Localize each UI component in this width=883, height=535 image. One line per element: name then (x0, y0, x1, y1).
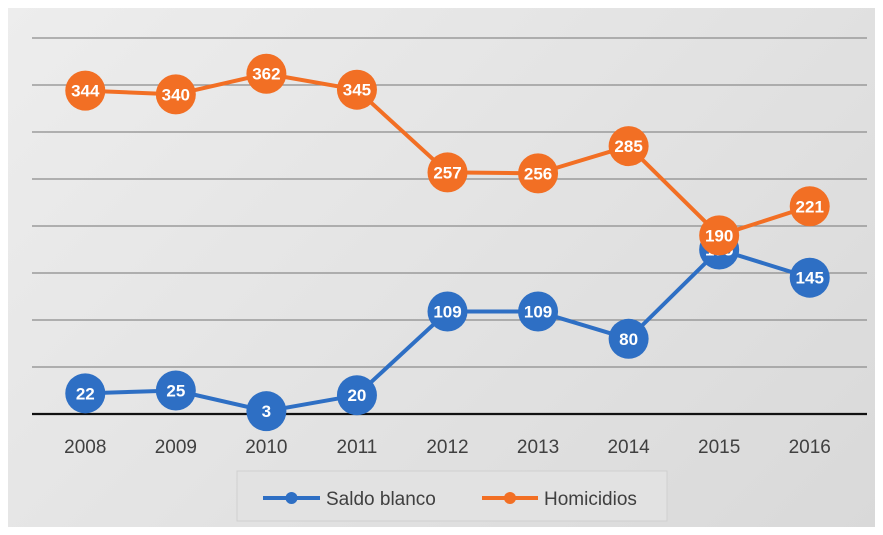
x-tick-label: 2011 (337, 437, 378, 458)
legend-label: Homicidios (544, 489, 637, 510)
data-point (246, 53, 287, 94)
x-axis-ticks: 2008 2009 2010 2011 2012 2013 2014 2015 2016 (64, 437, 831, 458)
data-point (155, 370, 196, 411)
data-label: 109 (524, 303, 552, 322)
x-tick-label: 2013 (517, 437, 559, 458)
series-markers: 2225320109109801751453443403623452572562… (65, 53, 830, 432)
legend-label: Saldo blanco (326, 489, 436, 510)
data-point (789, 186, 830, 227)
data-label: 340 (162, 85, 190, 104)
data-point (608, 318, 649, 359)
legend-swatch-marker (504, 492, 516, 504)
data-label: 221 (796, 197, 824, 216)
x-tick-label: 2016 (789, 437, 831, 458)
data-label: 20 (347, 386, 366, 405)
data-point (789, 257, 830, 298)
data-point (699, 215, 740, 256)
x-tick-label: 2010 (245, 437, 287, 458)
data-label: 145 (796, 269, 824, 288)
data-label: 362 (252, 65, 280, 84)
x-tick-label: 2009 (155, 437, 197, 458)
data-label: 3 (262, 402, 271, 421)
data-point (65, 70, 106, 111)
data-point (65, 373, 106, 414)
data-label: 257 (433, 163, 461, 182)
series-layer: 2225320109109801751453443403623452572562… (65, 53, 830, 432)
data-point (427, 291, 468, 332)
data-label: 109 (433, 303, 461, 322)
data-point (155, 74, 196, 115)
data-label: 345 (343, 81, 371, 100)
data-label: 256 (524, 164, 552, 183)
data-point (246, 391, 287, 432)
x-tick-label: 2012 (426, 437, 468, 458)
data-label: 25 (166, 382, 185, 401)
x-tick-label: 2014 (607, 437, 650, 458)
x-tick-label: 2015 (698, 437, 740, 458)
data-label: 285 (614, 137, 642, 156)
data-label: 344 (71, 82, 100, 101)
data-point (336, 69, 377, 110)
legend: Saldo blanco Homicidios (236, 470, 668, 522)
legend-swatch-marker (285, 492, 298, 504)
data-point (608, 126, 649, 167)
data-point (518, 291, 559, 332)
data-label: 190 (705, 226, 733, 245)
data-point (427, 152, 468, 193)
data-label: 22 (76, 384, 95, 403)
data-point (518, 153, 559, 194)
x-tick-label: 2008 (64, 437, 106, 458)
data-label: 80 (619, 330, 638, 349)
data-point (336, 375, 377, 416)
